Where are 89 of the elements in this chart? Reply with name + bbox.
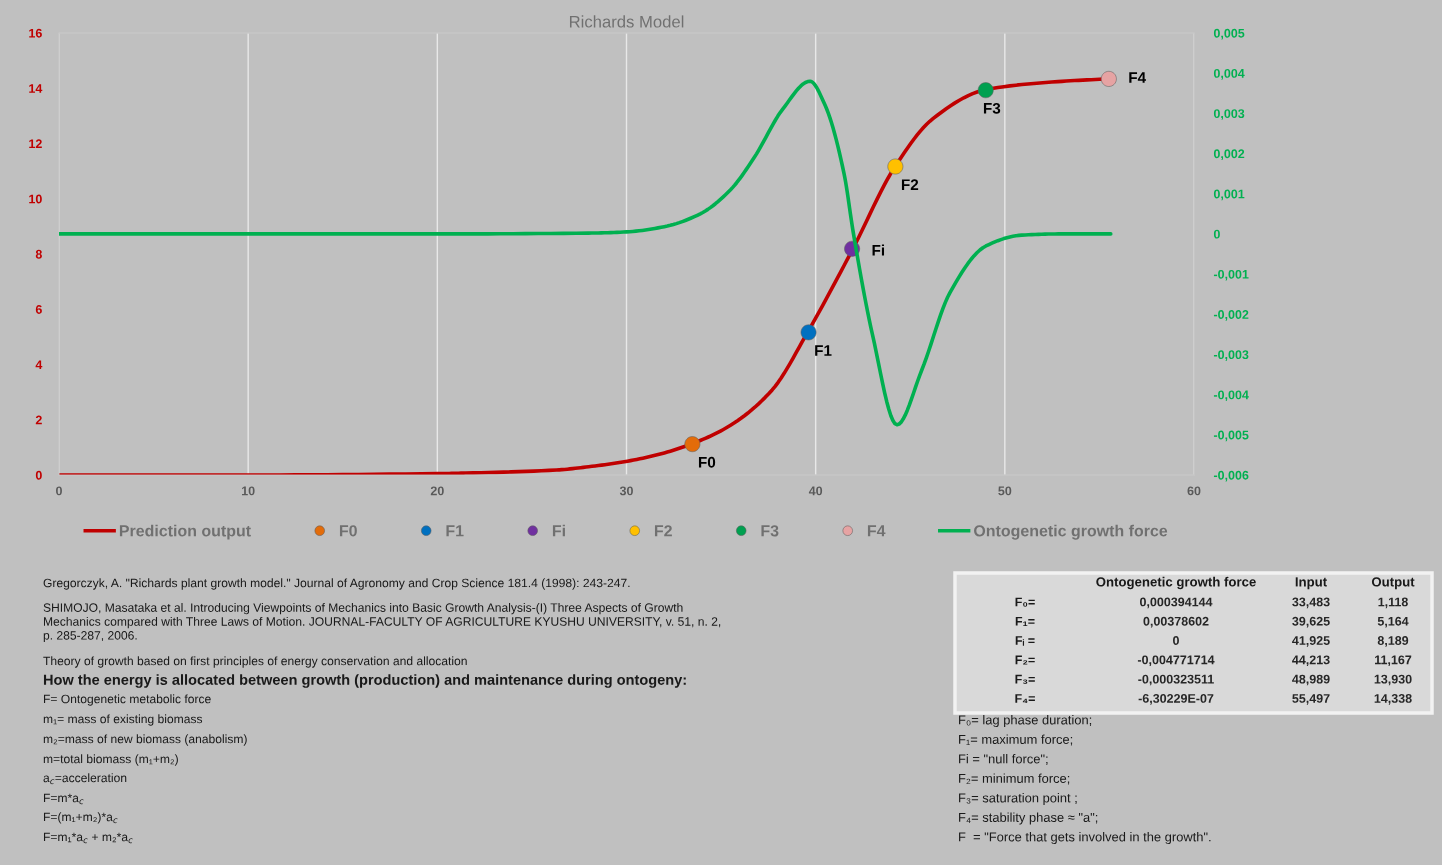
text: -6,30229E-07 — [1138, 694, 1214, 705]
x-tick-label: 30 — [619, 486, 633, 496]
text: 14,338 — [1374, 694, 1412, 705]
category-label: F₂= — [1015, 655, 1035, 665]
y2-tick-label: 0,001 — [1213, 189, 1245, 201]
y2-tick-label: 0,003 — [1213, 109, 1245, 120]
y2-tick-label: 0,005 — [1213, 28, 1245, 40]
text: F=m*a$_{c}$ — [43, 793, 84, 805]
category-label: Ontogenetic growth force — [1096, 576, 1256, 590]
text: Theory of growth based on first principles of energy conservation and allocation — [43, 656, 467, 668]
text: F=m₁*a$_{c}$ + m₂*a$_{c}$ — [43, 832, 133, 844]
category-label: F₄= — [1015, 694, 1035, 704]
text: F1 — [815, 345, 832, 356]
text: m₂=mass of new biomass (anabolism) — [43, 734, 247, 746]
text: F4 — [1129, 72, 1147, 83]
text: 1,118 — [1378, 597, 1408, 609]
legend-label: Fi — [552, 524, 565, 537]
text: m₁= mass of existing biomass — [43, 714, 203, 726]
text: -0,000323511 — [1138, 674, 1214, 686]
text: 13,930 — [1374, 674, 1412, 686]
category-label: F₃= — [1015, 674, 1035, 684]
legend-label: F3 — [761, 525, 779, 537]
y-tick-label: 12 — [29, 139, 42, 149]
text: 5,164 — [1377, 616, 1409, 628]
y2-tick-label: -0,004 — [1213, 390, 1249, 402]
text: 0,000394144 — [1140, 597, 1213, 609]
y2-tick-label: 0,002 — [1213, 149, 1245, 161]
text: m=total biomass (m₁+m₂) — [43, 754, 178, 766]
x-tick-label: 40 — [808, 486, 823, 496]
category-label: Output — [1371, 577, 1415, 590]
legend-label: F2 — [654, 525, 672, 537]
x-tick-label: 20 — [430, 486, 444, 496]
text: 11,167 — [1375, 655, 1412, 667]
text: Gregorczyk, A. "Richards plant growth model." Journal of Agronomy and Crop Science 181.4 (1998): 243-247. — [43, 578, 630, 590]
text: 55,497 — [1292, 694, 1330, 705]
category-label: Fᵢ = — [1015, 636, 1035, 646]
text: F=(m₁+m₂)*a$_{c}$ — [43, 812, 118, 824]
text: 33,483 — [1292, 597, 1330, 609]
y-tick-label: 2 — [35, 415, 42, 425]
y2-tick-label: -0,006 — [1213, 470, 1249, 482]
text: F₀= lag phase duration; — [959, 714, 1092, 728]
text: 44,213 — [1292, 655, 1330, 667]
x-tick-label: 0 — [56, 486, 62, 496]
category-label: Input — [1295, 577, 1327, 590]
y-tick-label: 4 — [35, 360, 43, 370]
text: 39,625 — [1292, 616, 1330, 628]
category-label: F₀= — [1015, 597, 1035, 607]
text: SHIMOJO, Masataka et al. Introducing Viewpoints of Mechanics into Basic Growth Analysis-(I) Three Aspects of Growth Mechanics compared with Three Laws of Motion. JOURNAL-FACULTY OF AGRICULTURE KYUSHU UNIVERSITY, v. 51, n. 2, p. 285-287, 2006. — [43, 603, 721, 643]
y-tick-label: 14 — [29, 84, 43, 93]
text: F2 — [901, 179, 919, 190]
text: F₃= saturation point ; — [959, 792, 1077, 806]
text: F₁= maximum force; — [959, 734, 1073, 746]
chart-title: Richards Model — [569, 15, 684, 28]
y-tick-label: 6 — [35, 305, 42, 314]
text: F = "Force that gets involved in the growth". — [959, 831, 1211, 845]
text: a$_{c}$=acceleration — [43, 773, 127, 785]
y-tick-label: 0 — [35, 470, 42, 480]
y-tick-label: 10 — [29, 194, 42, 204]
text: 41,925 — [1292, 636, 1330, 647]
y2-tick-label: -0,005 — [1213, 430, 1249, 442]
text: 0 — [1173, 636, 1179, 645]
y2-tick-label: 0,004 — [1213, 68, 1245, 80]
category-label: F₁= — [1015, 616, 1035, 626]
y-tick-label: 16 — [29, 28, 42, 38]
legend-label: F1 — [446, 525, 464, 537]
x-tick-label: 60 — [1187, 486, 1201, 496]
text: -0,004771714 — [1137, 655, 1215, 667]
text: F= Ontogenetic metabolic force — [43, 694, 211, 706]
legend-label: F0 — [339, 525, 357, 537]
y-tick-label: 8 — [35, 249, 42, 259]
y2-tick-label: -0,003 — [1213, 350, 1249, 361]
text: Fi = "null force"; — [959, 753, 1048, 765]
legend-label: Ontogenetic growth force — [974, 524, 1168, 540]
x-tick-label: 50 — [998, 486, 1012, 496]
text: F₄= stability phase ≈ "a"; — [959, 812, 1098, 825]
text: How the energy is allocated between growth (production) and maintenance during ontogeny: — [43, 674, 686, 688]
text: F0 — [698, 456, 716, 468]
x-tick-label: 10 — [242, 486, 255, 496]
legend-label: Prediction output — [119, 524, 251, 540]
text: 8,189 — [1377, 636, 1409, 647]
text: 48,989 — [1292, 674, 1330, 686]
text: 0,00378602 — [1143, 616, 1209, 628]
text: F3 — [983, 102, 1001, 114]
text: Fi — [872, 244, 885, 256]
y2-tick-label: -0,001 — [1213, 269, 1249, 281]
y2-tick-label: 0 — [1213, 229, 1220, 239]
y2-tick-label: -0,002 — [1213, 310, 1249, 321]
text: F₂= minimum force; — [959, 773, 1070, 785]
legend-label: F4 — [867, 525, 886, 537]
